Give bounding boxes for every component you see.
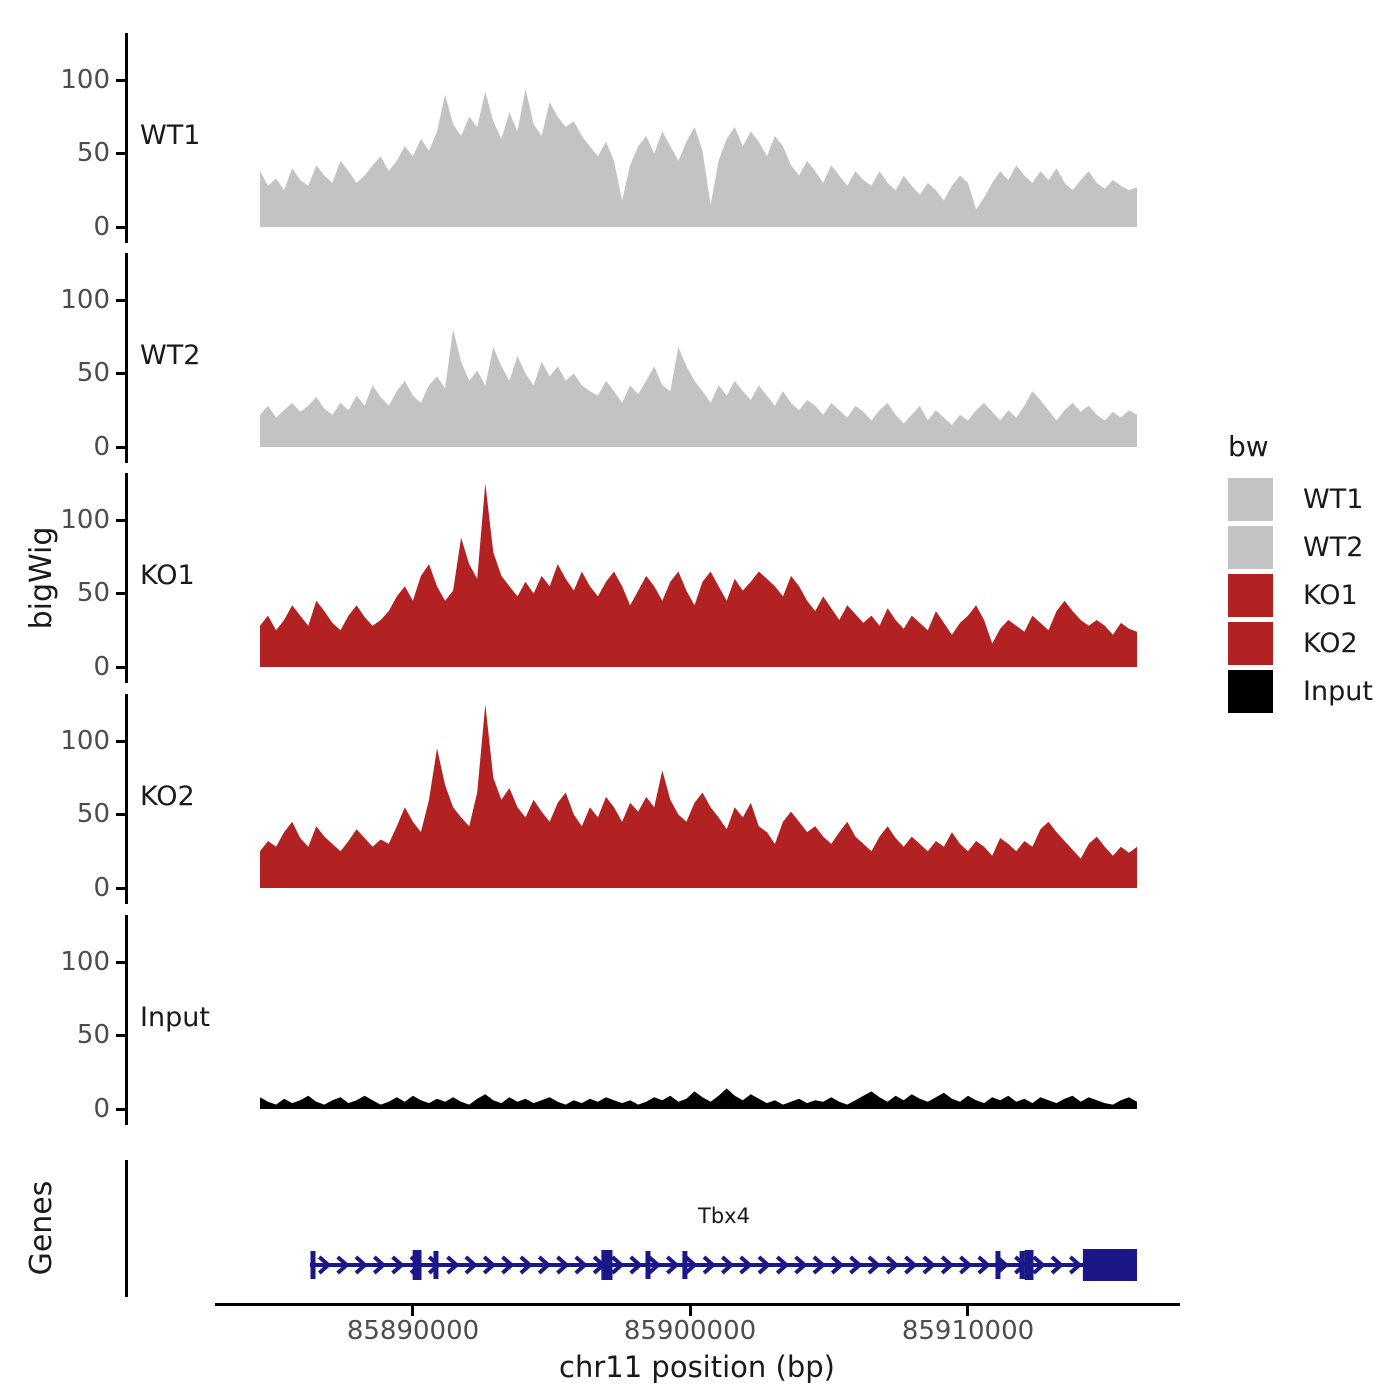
y-tick-0 bbox=[116, 1108, 126, 1111]
gene-name-label: Tbx4 bbox=[698, 1204, 750, 1228]
track-label-input: Input bbox=[140, 1002, 210, 1033]
legend-swatch-input bbox=[1228, 670, 1273, 713]
y-tick-label-0: 0 bbox=[93, 873, 110, 903]
x-tick-label-85890000: 85890000 bbox=[346, 1316, 480, 1346]
y-tick-100 bbox=[116, 740, 126, 743]
legend-label-input: Input bbox=[1303, 676, 1373, 707]
track-panel-wt2: 100 50 0 WT2 bbox=[0, 253, 1400, 473]
y-tick-0 bbox=[116, 666, 126, 669]
y-tick-label-50: 50 bbox=[76, 799, 110, 829]
x-tick-85890000 bbox=[411, 1306, 414, 1316]
legend-title: bw bbox=[1228, 430, 1269, 463]
y-tick-label-100: 100 bbox=[60, 947, 110, 977]
y-tick-label-50: 50 bbox=[76, 578, 110, 608]
x-axis-title: chr11 position (bp) bbox=[559, 1350, 835, 1384]
y-axis-line bbox=[125, 33, 128, 243]
y-tick-50 bbox=[116, 152, 126, 155]
y-axis-line bbox=[125, 915, 128, 1125]
y-tick-50 bbox=[116, 813, 126, 816]
y-axis-line bbox=[125, 473, 128, 683]
track-panel-input: 100 50 0 Input bbox=[0, 915, 1400, 1135]
legend-swatch-ko2 bbox=[1228, 622, 1273, 665]
coverage-area-wt1 bbox=[260, 88, 1137, 227]
y-tick-label-50: 50 bbox=[76, 138, 110, 168]
legend-label-ko2: KO2 bbox=[1303, 628, 1358, 659]
x-tick-label-85900000: 85900000 bbox=[623, 1316, 757, 1346]
y-tick-label-0: 0 bbox=[93, 432, 110, 462]
y-tick-0 bbox=[116, 226, 126, 229]
track-label-ko2: KO2 bbox=[140, 781, 195, 812]
y-tick-0 bbox=[116, 887, 126, 890]
legend-label-ko1: KO1 bbox=[1303, 580, 1358, 611]
y-tick-label-50: 50 bbox=[76, 358, 110, 388]
y-tick-50 bbox=[116, 592, 126, 595]
y-tick-100 bbox=[116, 961, 126, 964]
y-axis-line bbox=[125, 253, 128, 463]
y-tick-label-0: 0 bbox=[93, 1094, 110, 1124]
y-tick-label-50: 50 bbox=[76, 1020, 110, 1050]
legend-label-wt1: WT1 bbox=[1303, 484, 1364, 515]
y-tick-label-100: 100 bbox=[60, 65, 110, 95]
genes-panel: Tbx4 bbox=[0, 1160, 1400, 1305]
coverage-area-input bbox=[260, 1088, 1137, 1109]
x-tick-85900000 bbox=[689, 1306, 692, 1316]
y-tick-50 bbox=[116, 372, 126, 375]
y-tick-50 bbox=[116, 1034, 126, 1037]
genes-axis-line bbox=[125, 1160, 128, 1297]
y-tick-100 bbox=[116, 299, 126, 302]
coverage-area-ko1 bbox=[260, 483, 1137, 667]
track-label-ko1: KO1 bbox=[140, 560, 195, 591]
legend-swatch-ko1 bbox=[1228, 574, 1273, 617]
coverage-area-wt2 bbox=[260, 329, 1137, 447]
track-panel-wt1: 100 50 0 WT1 bbox=[0, 33, 1400, 253]
gene-model-tbx4 bbox=[309, 1249, 1137, 1281]
y-tick-label-0: 0 bbox=[93, 212, 110, 242]
track-panel-ko2: 100 50 0 KO2 bbox=[0, 694, 1400, 914]
legend-swatch-wt2 bbox=[1228, 526, 1273, 569]
y-tick-100 bbox=[116, 79, 126, 82]
x-tick-label-85910000: 85910000 bbox=[901, 1316, 1035, 1346]
y-tick-label-0: 0 bbox=[93, 652, 110, 682]
y-axis-line bbox=[125, 694, 128, 904]
legend: bw WT1 WT2 KO1 KO2 Input bbox=[1228, 430, 1398, 730]
coverage-area-ko2 bbox=[260, 704, 1137, 888]
track-label-wt1: WT1 bbox=[140, 120, 201, 151]
track-label-wt2: WT2 bbox=[140, 340, 201, 371]
x-tick-85910000 bbox=[966, 1306, 969, 1316]
y-tick-100 bbox=[116, 519, 126, 522]
legend-label-wt2: WT2 bbox=[1303, 532, 1364, 563]
y-tick-label-100: 100 bbox=[60, 505, 110, 535]
x-axis-line bbox=[215, 1303, 1180, 1306]
y-tick-label-100: 100 bbox=[60, 285, 110, 315]
y-tick-label-100: 100 bbox=[60, 726, 110, 756]
legend-swatch-wt1 bbox=[1228, 478, 1273, 521]
track-panel-ko1: 100 50 0 KO1 bbox=[0, 473, 1400, 693]
y-tick-0 bbox=[116, 446, 126, 449]
